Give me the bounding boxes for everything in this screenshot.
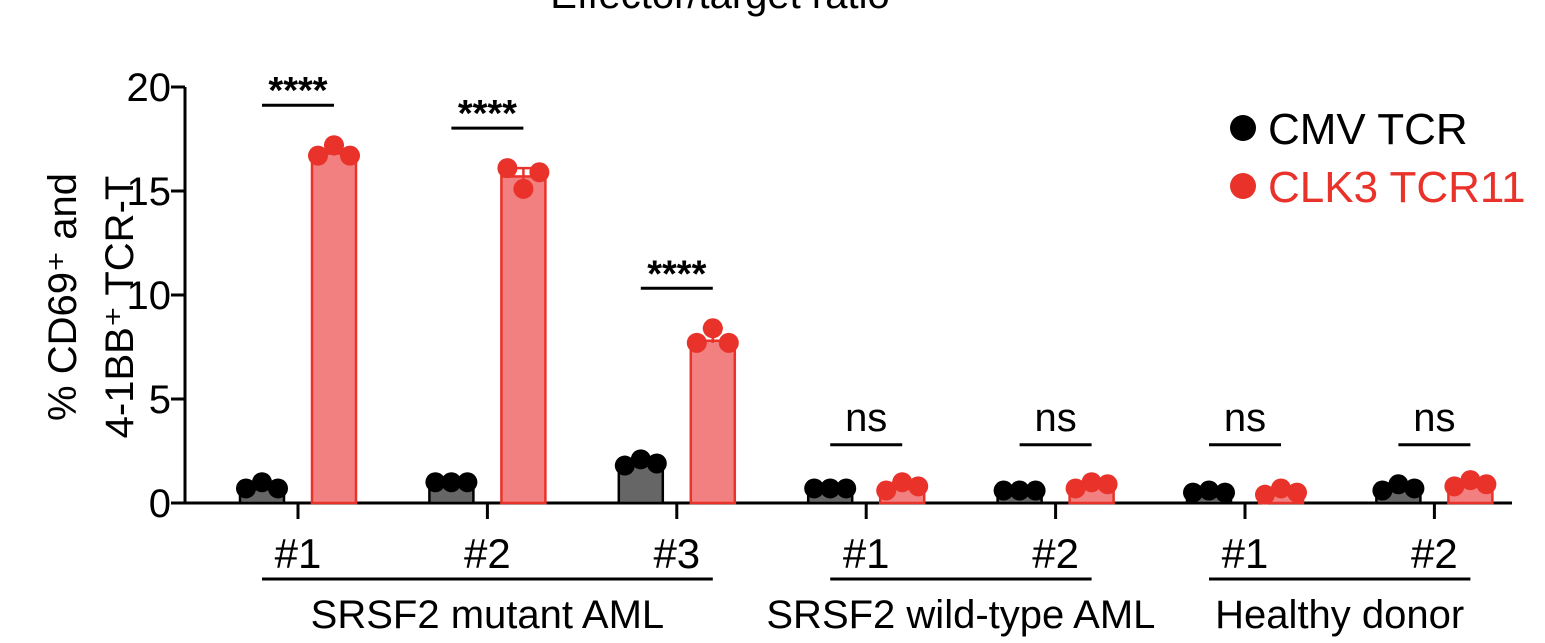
significance-label: ns [845, 396, 887, 440]
significance-label: **** [647, 253, 706, 295]
legend-marker [1230, 173, 1256, 199]
data-point [804, 478, 825, 499]
data-point [308, 145, 328, 166]
group-label: Healthy donor [1215, 593, 1464, 637]
data-point [1255, 484, 1275, 505]
y-tick-label: 0 [149, 482, 171, 526]
data-point [1460, 470, 1481, 491]
group-label: SRSF2 mutant AML [311, 593, 664, 637]
y-axis: 0 5 10 15 20 [127, 66, 187, 526]
x-tick-label: #1 [275, 530, 322, 577]
data-point [702, 318, 723, 339]
chart-title: Effector/target ratio [550, 0, 889, 17]
legend-marker [1230, 115, 1256, 141]
data-point [1199, 480, 1219, 501]
legend-label: CLK3 TCR11 [1268, 163, 1526, 212]
data-point [529, 162, 550, 183]
data-point [324, 135, 344, 156]
data-point [1215, 482, 1235, 503]
bars [236, 135, 1497, 505]
data-point [425, 472, 446, 493]
data-point [1009, 480, 1030, 501]
y-axis-label: % CD69⁺ and 4-1BB⁺ TCR-T [41, 173, 142, 438]
data-point [630, 449, 651, 470]
data-point [1271, 478, 1291, 499]
data-point [1388, 474, 1409, 495]
significance-label: **** [458, 93, 517, 135]
data-point [1372, 480, 1393, 501]
y-axis-label-line1: % CD69⁺ and [41, 173, 85, 421]
data-point [1025, 480, 1046, 501]
x-tick-label: #1 [1222, 530, 1269, 577]
data-point [1081, 472, 1102, 493]
y-tick-label: 10 [127, 274, 172, 318]
data-point [646, 453, 667, 474]
data-point [236, 478, 256, 499]
data-point [686, 332, 707, 353]
significance-label: ns [1224, 396, 1266, 440]
y-axis-label-line2: 4-1BB⁺ TCR-T [98, 176, 142, 439]
legend-label: CMV TCR [1268, 105, 1468, 154]
data-point [252, 472, 272, 493]
data-point [718, 332, 739, 353]
group-labels: SRSF2 mutant AML SRSF2 wild-type AML Healt… [262, 577, 1471, 637]
bar-clk3-tcr11 [310, 152, 358, 505]
data-point [1065, 478, 1086, 499]
data-point [892, 472, 913, 493]
data-point [1444, 476, 1465, 497]
data-point [908, 476, 929, 497]
data-point [614, 455, 635, 476]
y-tick-label: 20 [127, 66, 172, 110]
data-point [993, 480, 1014, 501]
x-tick-label: #1 [843, 530, 890, 577]
x-axis: #1 #2 #3 #1 #2 #1 #2 [185, 501, 1512, 577]
data-point [836, 478, 857, 499]
data-point [1404, 478, 1425, 499]
group-label: SRSF2 wild-type AML [766, 593, 1155, 637]
significance-label: ns [1413, 396, 1455, 440]
x-tick-label: #2 [464, 530, 511, 577]
data-point [457, 472, 478, 493]
x-tick-label: #2 [1411, 530, 1458, 577]
data-point [1097, 474, 1118, 495]
bar-clk3-tcr11 [689, 339, 737, 505]
legend: CMV TCR CLK3 TCR11 [1230, 105, 1526, 212]
y-tick-label: 5 [149, 378, 171, 422]
data-point [876, 480, 897, 501]
data-point [268, 478, 288, 499]
significance-annotations: **** **** **** ns ns ns ns [262, 70, 1471, 447]
y-tick-label: 15 [127, 170, 172, 214]
data-point [497, 158, 518, 179]
significance-label: ns [1034, 396, 1076, 440]
bar-clk3-tcr11 [500, 175, 547, 505]
data-point [1183, 482, 1203, 503]
x-tick-label: #3 [653, 530, 700, 577]
data-point [1287, 482, 1307, 503]
data-point [441, 472, 462, 493]
data-point [513, 178, 534, 199]
data-point [820, 478, 841, 499]
significance-label: **** [268, 70, 327, 112]
data-point [1476, 474, 1497, 495]
data-point [340, 145, 360, 166]
x-tick-label: #2 [1032, 530, 1079, 577]
